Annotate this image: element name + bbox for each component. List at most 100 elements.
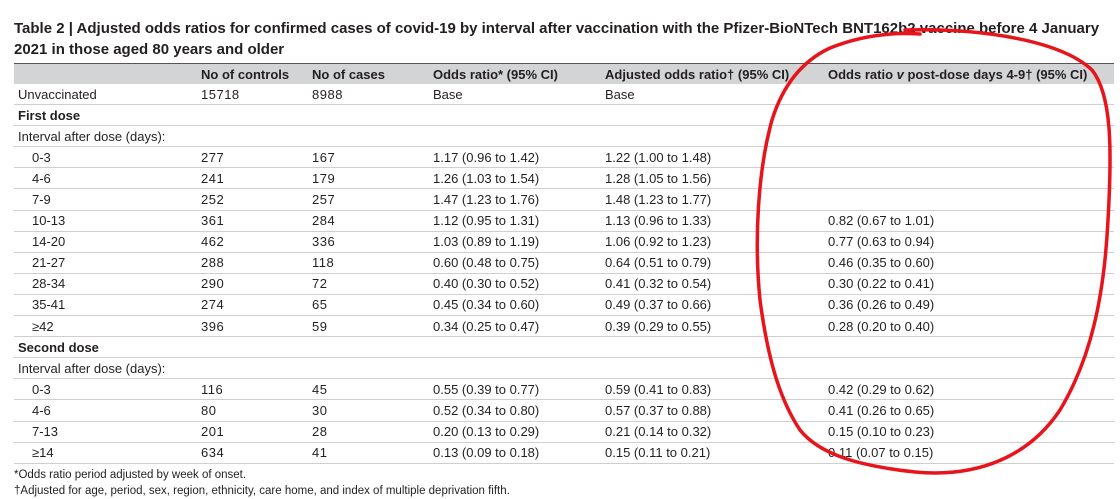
- table-row: 28-34 290 72 0.40 (0.30 to 0.52) 0.41 (0.32 …: [14, 273, 1114, 295]
- table-row: 4-6 80 30 0.52 (0.34 to 0.80) 0.57 (0.37 to …: [14, 399, 1114, 422]
- cell-cases: 257: [308, 188, 429, 211]
- table-row: ≥42 396 59 0.34 (0.25 to 0.47) 0.39 (0.29 to…: [14, 315, 1114, 338]
- cell-cases: 59: [308, 315, 429, 338]
- cell-cases: 284: [308, 210, 429, 232]
- section-first-dose: First dose: [14, 104, 1114, 127]
- cell-adjusted-odds-ratio: 1.22 (1.00 to 1.48): [601, 146, 824, 169]
- cell-interval: 0-3: [14, 378, 197, 401]
- cell-odds-ratio: 0.20 (0.13 to 0.29): [429, 421, 601, 443]
- table-row: 7-13 201 28 0.20 (0.13 to 0.29) 0.21 (0.14 t…: [14, 421, 1114, 443]
- cell-controls: 15718: [197, 84, 308, 106]
- header-adjusted-odds-ratio: Adjusted odds ratio† (95% CI): [601, 64, 824, 84]
- cell-adjusted-odds-ratio: 0.59 (0.41 to 0.83): [601, 378, 824, 401]
- cell-adjusted-odds-ratio: 0.49 (0.37 to 0.66): [601, 294, 824, 317]
- cell-odds-ratio-v: [824, 146, 1114, 169]
- cell-controls: 201: [197, 421, 308, 443]
- cell-interval: ≥42: [14, 315, 197, 338]
- table-row: 10-13 361 284 1.12 (0.95 to 1.31) 1.13 (0.96…: [14, 210, 1114, 232]
- cell-odds-ratio: 0.13 (0.09 to 0.18): [429, 442, 601, 464]
- cell-controls: 634: [197, 442, 308, 464]
- cell-interval: 4-6: [14, 399, 197, 422]
- cell-cases: 41: [308, 442, 429, 464]
- cell-odds-ratio: 1.17 (0.96 to 1.42): [429, 146, 601, 169]
- subheader-label: Interval after dose (days):: [14, 125, 197, 148]
- cell-odds-ratio: 1.26 (1.03 to 1.54): [429, 167, 601, 190]
- cell-controls: 274: [197, 294, 308, 317]
- section-label: Second dose: [14, 336, 197, 359]
- cell-controls: 290: [197, 273, 308, 295]
- cell-cases: 72: [308, 273, 429, 295]
- table-body: Unvaccinated 15718 8988 Base Base First …: [14, 84, 1114, 464]
- cell-adjusted-odds-ratio: 0.41 (0.32 to 0.54): [601, 273, 824, 295]
- row-label: Unvaccinated: [14, 84, 197, 106]
- cell-odds-ratio: 0.60 (0.48 to 0.75): [429, 252, 601, 274]
- cell-odds-ratio-v: 0.82 (0.67 to 1.01): [824, 210, 1114, 232]
- header-odds-ratio: Odds ratio* (95% CI): [429, 64, 601, 84]
- cell-controls: 252: [197, 188, 308, 211]
- cell-odds-ratio-v: 0.15 (0.10 to 0.23): [824, 421, 1114, 443]
- table-row: 0-3 116 45 0.55 (0.39 to 0.77) 0.59 (0.41 to…: [14, 378, 1114, 401]
- cell-odds-ratio-v: 0.77 (0.63 to 0.94): [824, 231, 1114, 253]
- cell-cases: 30: [308, 399, 429, 422]
- header-blank: [14, 64, 197, 84]
- cell-adjusted-odds-ratio: 0.39 (0.29 to 0.55): [601, 315, 824, 338]
- table-row: ≥14 634 41 0.13 (0.09 to 0.18) 0.15 (0.11 to…: [14, 442, 1114, 464]
- cell-controls: 288: [197, 252, 308, 274]
- table-row: 0-3 277 167 1.17 (0.96 to 1.42) 1.22 (1.00 t…: [14, 146, 1114, 169]
- cell-odds-ratio-v: [824, 84, 1114, 106]
- cell-odds-ratio-v: 0.42 (0.29 to 0.62): [824, 378, 1114, 401]
- header-controls: No of controls: [197, 64, 308, 84]
- cell-interval: 10-13: [14, 210, 197, 232]
- cell-interval: 21-27: [14, 252, 197, 274]
- header-row: No of controls No of cases Odds ratio* (…: [14, 64, 1114, 84]
- cell-odds-ratio: 0.34 (0.25 to 0.47): [429, 315, 601, 338]
- cell-interval: 7-13: [14, 421, 197, 443]
- cell-interval: 14-20: [14, 231, 197, 253]
- table-row-unvaccinated: Unvaccinated 15718 8988 Base Base: [14, 84, 1114, 106]
- cell-cases: 179: [308, 167, 429, 190]
- cell-controls: 462: [197, 231, 308, 253]
- cell-odds-ratio-v: 0.28 (0.20 to 0.40): [824, 315, 1114, 338]
- cell-interval: 7-9: [14, 188, 197, 211]
- cell-odds-ratio-v: [824, 167, 1114, 190]
- cell-odds-ratio: 0.52 (0.34 to 0.80): [429, 399, 601, 422]
- cell-controls: 361: [197, 210, 308, 232]
- cell-cases: 118: [308, 252, 429, 274]
- cell-interval: 28-34: [14, 273, 197, 295]
- table-row: 7-9 252 257 1.47 (1.23 to 1.76) 1.48 (1.23 t…: [14, 188, 1114, 211]
- cell-controls: 116: [197, 378, 308, 401]
- cell-adjusted-odds-ratio: 1.28 (1.05 to 1.56): [601, 167, 824, 190]
- header-odds-ratio-v: Odds ratio v post-dose days 4-9† (95% CI…: [824, 64, 1114, 84]
- cell-cases: 8988: [308, 84, 429, 106]
- cell-interval: 0-3: [14, 146, 197, 169]
- table-title: Table 2 | Adjusted odds ratios for confi…: [14, 18, 1114, 64]
- cell-odds-ratio-v: 0.11 (0.07 to 0.15): [824, 442, 1114, 464]
- odds-ratio-table: No of controls No of cases Odds ratio* (…: [14, 64, 1114, 464]
- footnotes: *Odds ratio period adjusted by week of o…: [14, 467, 1114, 499]
- cell-adjusted-odds-ratio: 0.21 (0.14 to 0.32): [601, 421, 824, 443]
- table-row: 4-6 241 179 1.26 (1.03 to 1.54) 1.28 (1.05 t…: [14, 167, 1114, 190]
- cell-adjusted-odds-ratio: 1.13 (0.96 to 1.33): [601, 210, 824, 232]
- cell-cases: 28: [308, 421, 429, 443]
- cell-odds-ratio-v: 0.30 (0.22 to 0.41): [824, 273, 1114, 295]
- cell-odds-ratio: Base: [429, 84, 601, 106]
- cell-odds-ratio-v: 0.36 (0.26 to 0.49): [824, 294, 1114, 317]
- cell-odds-ratio: 1.12 (0.95 to 1.31): [429, 210, 601, 232]
- cell-adjusted-odds-ratio: 0.64 (0.51 to 0.79): [601, 252, 824, 274]
- cell-odds-ratio: 0.55 (0.39 to 0.77): [429, 378, 601, 401]
- cell-controls: 241: [197, 167, 308, 190]
- cell-odds-ratio: 0.40 (0.30 to 0.52): [429, 273, 601, 295]
- cell-odds-ratio-v: 0.46 (0.35 to 0.60): [824, 252, 1114, 274]
- cell-adjusted-odds-ratio: Base: [601, 84, 824, 106]
- cell-cases: 167: [308, 146, 429, 169]
- footnote: †Adjusted for age, period, sex, region, …: [14, 484, 510, 497]
- cell-odds-ratio: 1.03 (0.89 to 1.19): [429, 231, 601, 253]
- subheader-second-dose: Interval after dose (days):: [14, 357, 1114, 380]
- cell-adjusted-odds-ratio: 1.06 (0.92 to 1.23): [601, 231, 824, 253]
- cell-cases: 45: [308, 378, 429, 401]
- cell-interval: 35-41: [14, 294, 197, 317]
- cell-cases: 336: [308, 231, 429, 253]
- table-row: 35-41 274 65 0.45 (0.34 to 0.60) 0.49 (0.37 …: [14, 294, 1114, 317]
- cell-odds-ratio-v: 0.41 (0.26 to 0.65): [824, 399, 1114, 422]
- cell-odds-ratio: 1.47 (1.23 to 1.76): [429, 188, 601, 211]
